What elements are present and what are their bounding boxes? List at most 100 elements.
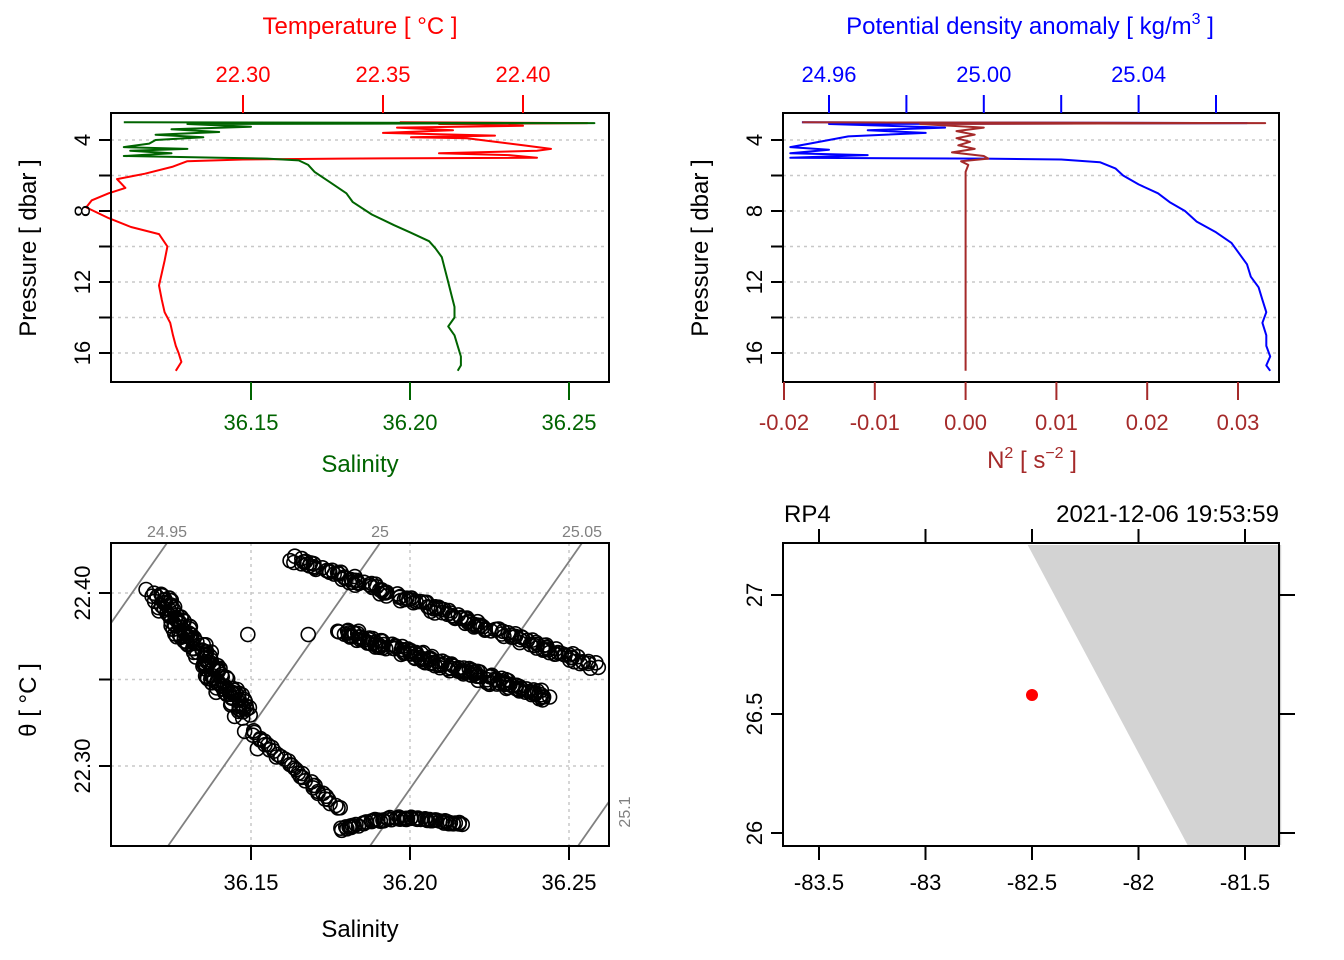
ts-point	[305, 780, 322, 796]
y-tick-label: 22.40	[70, 565, 95, 620]
ts-point	[226, 708, 243, 725]
y-tick-label: 16	[70, 341, 95, 365]
ts-point	[368, 636, 384, 653]
ts-profile-lines	[85, 121, 596, 372]
salinity-profile-line	[122, 121, 596, 372]
y-tick-label: 4	[742, 134, 767, 146]
n2-tick-label: -0.02	[759, 410, 809, 435]
ts-profile-frame	[110, 112, 610, 383]
station-map-panel: -83.5 -83 -82.5 -82 -81.5 26 26.5 27 RP4 2021-1…	[742, 501, 1295, 895]
station-datetime: 2021-12-06 19:53:59	[1056, 501, 1279, 528]
ts-profile-panel: 4 8 12 16 22.30 22.35 22.40 36.15 36.20 36.25 Tem…	[15, 13, 610, 478]
ts-point	[413, 651, 430, 668]
ts-point	[294, 769, 311, 786]
station-name: RP4	[784, 501, 831, 528]
y-tick-label: 8	[70, 205, 95, 217]
ts-point	[380, 811, 396, 827]
map-content	[1026, 545, 1282, 845]
temperature-tick-label: 22.40	[495, 62, 550, 87]
x-tick-label: 36.25	[541, 870, 596, 895]
density-profile-lines	[789, 121, 1272, 372]
ts-point	[286, 760, 303, 776]
ts-diagram-frame	[110, 542, 610, 847]
n2-tick-label: 0.00	[944, 410, 987, 435]
density-profile-line	[789, 121, 1272, 372]
n2-tick-label: 0.03	[1217, 410, 1260, 435]
density-profile-gridlines	[783, 139, 1279, 354]
land-polygon	[1027, 545, 1282, 845]
ts-point	[457, 615, 474, 632]
n2-tick-label: 0.01	[1035, 410, 1078, 435]
density-tick-label: 25.04	[1111, 62, 1166, 87]
ts-point	[273, 748, 289, 765]
temperature-axis-title: Temperature [ °C ]	[263, 13, 458, 40]
isopycnal-label: 25.1	[617, 796, 634, 827]
ts-point	[421, 811, 438, 828]
lat-tick-label: 27	[742, 583, 767, 607]
theta-axis-title: θ [ °C ]	[15, 663, 42, 737]
ts-point	[496, 628, 512, 645]
y-tick-label: 8	[742, 205, 767, 217]
density-profile-axes: 4 8 12 16 24.96 25.00 25.04 -0.02 -0.01 0.00 0.01 0…	[742, 62, 1259, 435]
ts-point	[572, 655, 588, 672]
ts-point	[392, 811, 408, 828]
n2-axis-title: N2 [ s−2 ]	[987, 445, 1077, 474]
temperature-profile-line	[85, 121, 589, 372]
lon-tick-label: -82.5	[1007, 870, 1057, 895]
isopycnal-line	[369, 543, 583, 846]
pressure-axis-title-right: Pressure [ dbar ]	[687, 159, 714, 336]
salinity-tick-label: 36.20	[382, 410, 437, 435]
ts-point	[541, 689, 558, 705]
isopycnal-lines	[111, 543, 609, 846]
isopycnal-line	[111, 543, 168, 625]
ts-point	[300, 626, 317, 643]
ts-point	[240, 626, 256, 643]
density-profile-panel: 4 8 12 16 24.96 25.00 25.04 -0.02 -0.01 0.00 0.01 0…	[687, 11, 1280, 474]
density-tick-label: 24.96	[801, 62, 856, 87]
ts-point	[469, 617, 485, 633]
n2-tick-label: 0.02	[1126, 410, 1169, 435]
ts-diagram-axes: 36.15 36.20 36.25 22.30 22.40 24.95 25 25.05 25.…	[70, 524, 634, 895]
lon-tick-label: -83	[910, 870, 942, 895]
ts-point	[451, 814, 468, 831]
ts-point	[534, 692, 551, 708]
temperature-tick-label: 22.30	[215, 62, 270, 87]
ts-point	[344, 574, 361, 591]
y-tick-label: 16	[742, 341, 767, 365]
lat-tick-label: 26	[742, 821, 767, 845]
map-axes: -83.5 -83 -82.5 -82 -81.5 26 26.5 27	[742, 529, 1295, 895]
ts-point	[236, 723, 253, 740]
ts-profile-axes: 4 8 12 16 22.30 22.35 22.40 36.15 36.20 36.25	[70, 62, 597, 435]
ts-point	[330, 800, 346, 816]
ts-point	[445, 815, 462, 832]
density-profile-frame	[782, 112, 1280, 383]
ts-point	[294, 765, 311, 782]
x-tick-label: 36.20	[382, 870, 437, 895]
isopycnal-label: 25.05	[562, 524, 602, 541]
ts-point	[346, 572, 363, 589]
salinity-tick-label: 36.15	[223, 410, 278, 435]
density-tick-label: 25.00	[956, 62, 1011, 87]
ts-point	[249, 740, 266, 757]
ts-point	[590, 659, 607, 676]
lon-tick-label: -81.5	[1220, 870, 1270, 895]
salinity-tick-label: 36.25	[541, 410, 596, 435]
ts-salinity-axis-title: Salinity	[321, 916, 398, 943]
ts-point	[582, 660, 599, 677]
y-tick-label: 12	[742, 270, 767, 294]
isopycnal-label: 24.95	[147, 524, 187, 541]
ts-profile-gridlines	[111, 139, 609, 354]
lon-tick-label: -83.5	[794, 870, 844, 895]
station-marker	[1026, 688, 1038, 701]
ts-point	[466, 619, 482, 635]
y-tick-label: 12	[70, 270, 95, 294]
ts-diagram-panel: 36.15 36.20 36.25 22.30 22.40 24.95 25 25.05 25.…	[15, 524, 634, 943]
salinity-axis-title: Salinity	[321, 451, 398, 478]
pressure-axis-title: Pressure [ dbar ]	[15, 159, 42, 336]
lon-tick-label: -82	[1123, 870, 1155, 895]
ts-point	[454, 816, 471, 833]
density-axis-title: Potential density anomaly [ kg/m3 ]	[846, 11, 1214, 40]
y-tick-label: 4	[70, 134, 95, 146]
x-tick-label: 36.15	[223, 870, 278, 895]
